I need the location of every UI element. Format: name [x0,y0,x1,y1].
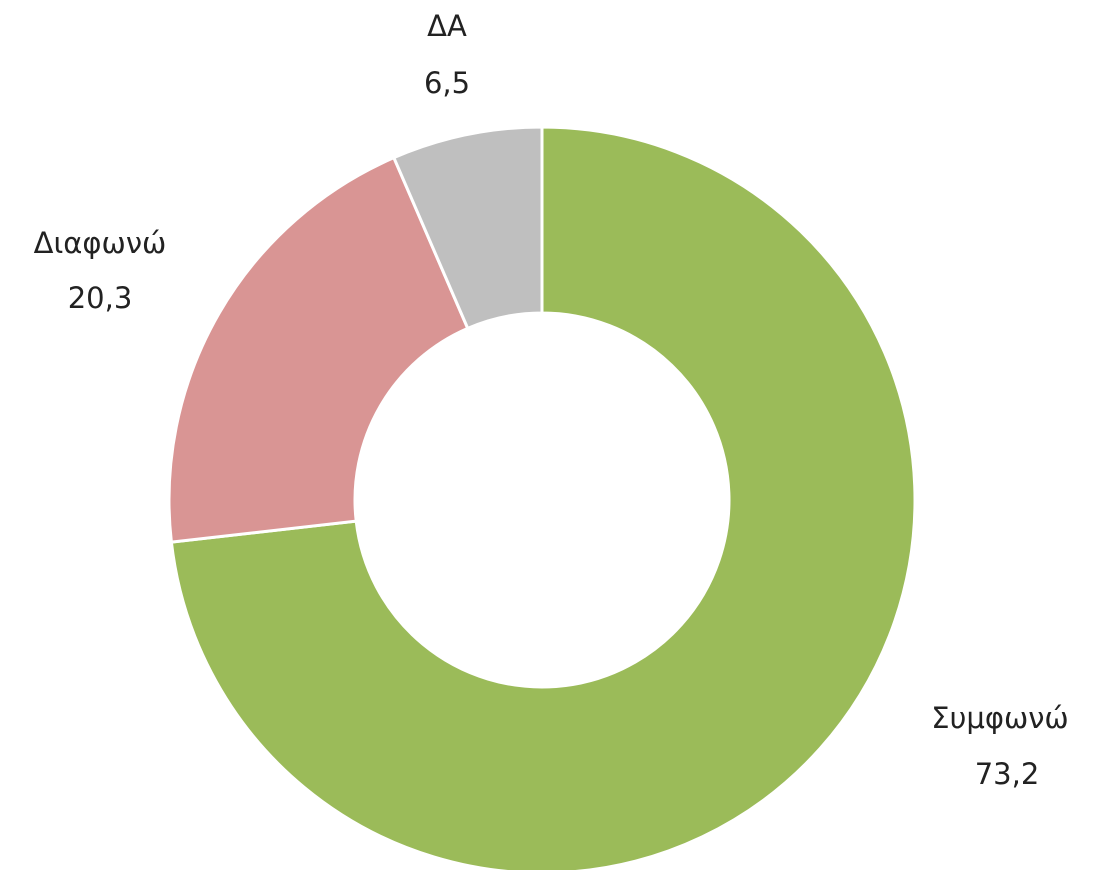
donut-slice [167,155,470,544]
category-label: Διαφωνώ [34,226,167,260]
value-label: 6,5 [424,66,470,100]
donut-slice [391,125,544,331]
value-label: 73,2 [975,757,1040,791]
value-label: 20,3 [68,281,133,315]
category-label: ΔΑ [427,9,467,43]
category-label: Συμφωνώ [931,701,1068,735]
donut-slice [169,125,917,870]
